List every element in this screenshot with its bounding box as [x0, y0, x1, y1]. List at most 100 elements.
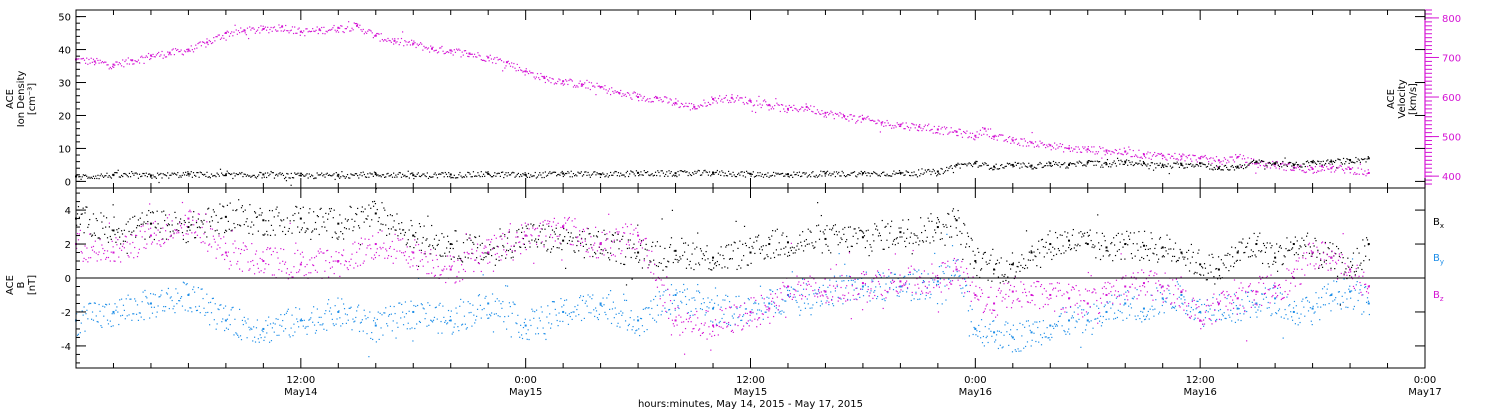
velocity-sample	[900, 125, 902, 128]
velocity-sample	[411, 39, 413, 41]
ion-density-sample	[938, 172, 940, 175]
bx-sample	[367, 215, 369, 217]
by-point	[1049, 324, 1052, 327]
ion-density-sample	[395, 174, 397, 176]
ion-density-sample	[642, 174, 644, 176]
bx-sample	[317, 216, 319, 218]
by-sample	[769, 289, 771, 291]
ion-density-sample	[532, 175, 534, 177]
bx-sample	[709, 262, 711, 264]
ion-density-sample	[1036, 167, 1038, 169]
ion-density-sample	[1228, 169, 1230, 171]
ion-density-sample	[690, 174, 693, 177]
ion-density-sample	[382, 174, 385, 176]
ion-density-sample	[400, 176, 403, 178]
velocity-sample	[1150, 158, 1152, 160]
bx-sample	[579, 234, 581, 236]
by-sample	[825, 293, 827, 296]
bx-sample	[150, 223, 153, 225]
bx-sample	[592, 255, 594, 258]
ion-density-sample	[1156, 162, 1158, 165]
velocity-sample	[1285, 169, 1287, 172]
ion-density-sample	[586, 174, 588, 177]
bx-sample	[861, 231, 864, 233]
velocity-sample	[959, 128, 961, 131]
by-sample	[480, 317, 482, 319]
by-sample	[884, 299, 886, 302]
velocity-sample	[344, 28, 346, 30]
by-sample	[951, 245, 954, 247]
velocity-sample	[897, 123, 899, 126]
bx-sample	[1222, 262, 1224, 264]
bx-sample	[210, 216, 213, 218]
bx-sample	[239, 224, 241, 226]
by-sample	[881, 298, 883, 301]
ion-density-sample	[702, 172, 704, 174]
velocity-sample	[1217, 166, 1219, 168]
ion-density-sample	[143, 172, 145, 175]
bx-sample	[441, 232, 443, 235]
ion-density-sample	[201, 173, 204, 176]
velocity-sample	[270, 26, 272, 29]
ion-density-sample	[1154, 163, 1156, 165]
velocity-sample	[240, 27, 242, 29]
by-sample	[691, 297, 693, 299]
bx-sample	[1308, 252, 1311, 254]
bx-sample	[1182, 256, 1184, 258]
bx-sample	[221, 217, 223, 219]
ion-density-sample	[197, 172, 199, 174]
velocity-sample	[814, 112, 816, 115]
velocity-sample	[846, 118, 848, 120]
velocity-sample	[654, 95, 657, 98]
bx-sample	[704, 259, 706, 261]
velocity-sample	[829, 112, 831, 115]
velocity-sample	[1233, 161, 1236, 163]
bx-sample	[1220, 259, 1222, 261]
bx-sample	[1125, 242, 1127, 245]
velocity-point	[430, 47, 433, 50]
velocity-point	[1311, 168, 1314, 171]
by-sample	[1103, 305, 1105, 308]
bx-sample	[708, 268, 710, 270]
bx-sample	[763, 258, 765, 260]
by-sample	[159, 295, 161, 298]
velocity-sample	[914, 127, 916, 129]
ion-density-sample	[1063, 163, 1065, 165]
by-sample	[187, 310, 189, 312]
bx-sample	[912, 242, 914, 245]
bx-sample	[1348, 266, 1350, 268]
bx-sample	[442, 255, 444, 257]
by-sample	[359, 322, 362, 324]
by-sample	[319, 324, 321, 326]
bx-sample	[969, 263, 971, 265]
by-sample	[720, 306, 722, 308]
velocity-sample	[944, 128, 947, 130]
bx-sample	[330, 207, 333, 210]
bx-point	[337, 222, 340, 225]
velocity-sample	[497, 59, 499, 61]
bx-sample	[1261, 250, 1263, 252]
bx-sample	[152, 212, 155, 214]
velocity-sample	[324, 33, 326, 35]
bx-sample	[757, 236, 759, 238]
by-sample	[1038, 341, 1040, 343]
bx-sample	[629, 239, 631, 241]
ion-density-sample	[707, 174, 709, 176]
by-sample	[631, 329, 633, 331]
bx-sample	[783, 247, 785, 249]
velocity-sample	[235, 29, 237, 31]
velocity-sample	[811, 110, 813, 112]
ion-density-sample	[1285, 164, 1287, 166]
bx-sample	[1365, 255, 1367, 257]
ion-density-sample	[719, 171, 721, 173]
bx-sample	[1336, 275, 1339, 277]
velocity-point	[618, 92, 621, 95]
bx-sample	[277, 215, 279, 217]
velocity-sample	[1109, 150, 1111, 152]
velocity-sample	[1345, 168, 1347, 170]
ion-density-sample	[222, 174, 224, 176]
ion-density-sample	[1139, 160, 1141, 162]
bx-sample	[1269, 242, 1271, 244]
by-sample	[948, 278, 950, 280]
velocity-sample	[596, 82, 598, 84]
